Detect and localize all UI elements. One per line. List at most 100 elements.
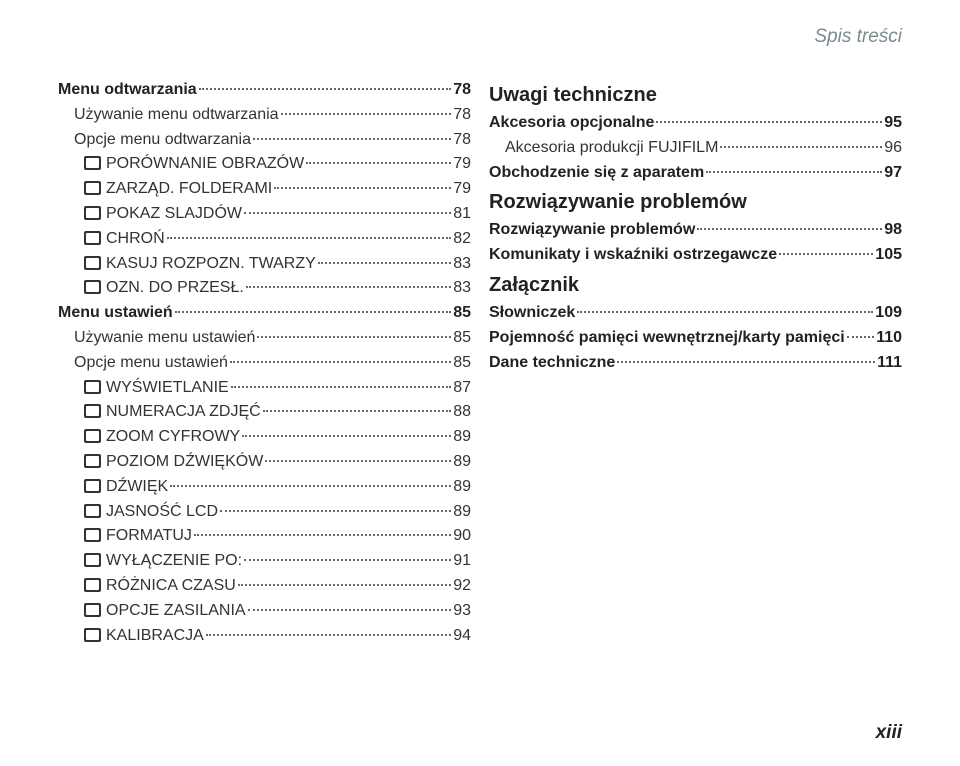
toc-entry-page: 79 [453, 152, 471, 177]
toc-entry: Obchodzenie się z aparatem 97 [489, 161, 902, 186]
toc-entry-page: 83 [453, 276, 471, 301]
toc-entry: Akcesoria opcjonalne95 [489, 111, 902, 136]
toc-entry-page: 78 [453, 103, 471, 128]
toc-entry: OPCJE ZASILANIA93 [58, 599, 471, 624]
toc-entry-page: 89 [453, 425, 471, 450]
toc-entry: Opcje menu odtwarzania 78 [58, 128, 471, 153]
toc-entry-page: 89 [453, 475, 471, 500]
menu-item-icon [84, 206, 101, 220]
toc-leader-dots [220, 510, 451, 512]
menu-item-icon [84, 528, 101, 542]
toc-entry: PORÓWNANIE OBRAZÓW 79 [58, 152, 471, 177]
toc-entry-label: RÓŻNICA CZASU [84, 574, 236, 599]
toc-leader-dots [281, 113, 452, 115]
toc-leader-dots [170, 485, 451, 487]
toc-entry-page: 90 [453, 524, 471, 549]
toc-column-left: Menu odtwarzania78Używanie menu odtwarza… [58, 78, 471, 648]
toc-entry-page: 105 [875, 243, 902, 268]
toc-leader-dots [244, 559, 451, 561]
toc-entry: ZARZĄD. FOLDERAMI79 [58, 177, 471, 202]
toc-entry: OZN. DO PRZESŁ. 83 [58, 276, 471, 301]
toc-entry-page: 89 [453, 500, 471, 525]
toc-entry-page: 81 [453, 202, 471, 227]
toc-entry-label: KASUJ ROZPOZN. TWARZY [84, 252, 316, 277]
toc-leader-dots [253, 138, 451, 140]
toc-entry-label: Menu odtwarzania [58, 78, 197, 103]
menu-item-icon [84, 380, 101, 394]
toc-entry-page: 87 [453, 376, 471, 401]
toc-leader-dots [246, 286, 451, 288]
menu-item-icon [84, 181, 101, 195]
toc-entry-label: Akcesoria opcjonalne [489, 111, 654, 136]
toc-entry: Opcje menu ustawień85 [58, 351, 471, 376]
toc-entry-label: Obchodzenie się z aparatem [489, 161, 704, 186]
toc-entry: FORMATUJ90 [58, 524, 471, 549]
toc-entry-page: 110 [876, 326, 902, 351]
toc-entry-page: 83 [453, 252, 471, 277]
toc-section-heading: Rozwiązywanie problemów [489, 187, 902, 218]
menu-item-icon [84, 553, 101, 567]
toc-entry-label: Komunikaty i wskaźniki ostrzegawcze [489, 243, 777, 268]
toc-entry-label: Używanie menu ustawień [74, 326, 255, 351]
toc-entry-page: 89 [453, 450, 471, 475]
toc-leader-dots [231, 386, 452, 388]
toc-entry: NUMERACJA ZDJĘĆ88 [58, 400, 471, 425]
toc-leader-dots [697, 228, 882, 230]
toc-entry: Menu odtwarzania78 [58, 78, 471, 103]
toc-entry-label: Używanie menu odtwarzania [74, 103, 279, 128]
toc-leader-dots [617, 361, 875, 363]
menu-item-icon [84, 256, 101, 270]
menu-item-icon [84, 479, 101, 493]
toc-leader-dots [257, 336, 451, 338]
toc-entry-label: OZN. DO PRZESŁ. [84, 276, 244, 301]
toc-entry-page: 85 [453, 301, 471, 326]
toc-entry-page: 82 [453, 227, 471, 252]
toc-leader-dots [194, 534, 451, 536]
toc-entry-page: 88 [453, 400, 471, 425]
toc-entry: Słowniczek109 [489, 301, 902, 326]
toc-leader-dots [577, 311, 873, 313]
toc-entry-page: 94 [453, 624, 471, 649]
toc-entry-label: ZARZĄD. FOLDERAMI [84, 177, 272, 202]
toc-entry: RÓŻNICA CZASU92 [58, 574, 471, 599]
menu-item-icon [84, 231, 101, 245]
toc-entry-label: CHROŃ [84, 227, 165, 252]
toc-entry: POKAZ SLAJDÓW 81 [58, 202, 471, 227]
toc-entry-label: POZIOM DŹWIĘKÓW [84, 450, 263, 475]
toc-leader-dots [720, 146, 882, 148]
toc-entry-page: 98 [884, 218, 902, 243]
menu-item-icon [84, 454, 101, 468]
toc-entry-label: Rozwiązywanie problemów [489, 218, 695, 243]
toc-leader-dots [274, 187, 451, 189]
toc-leader-dots [175, 311, 452, 313]
toc-entry: CHROŃ 82 [58, 227, 471, 252]
toc-columns: Menu odtwarzania78Używanie menu odtwarza… [58, 78, 902, 648]
toc-entry: Dane techniczne111 [489, 351, 902, 376]
toc-entry: DŹWIĘK89 [58, 475, 471, 500]
toc-leader-dots [244, 212, 451, 214]
toc-entry: KALIBRACJA 94 [58, 624, 471, 649]
toc-entry-label: PORÓWNANIE OBRAZÓW [84, 152, 304, 177]
menu-item-icon [84, 156, 101, 170]
toc-leader-dots [238, 584, 451, 586]
toc-entry-page: 78 [453, 128, 471, 153]
menu-item-icon [84, 280, 101, 294]
menu-item-icon [84, 603, 101, 617]
toc-leader-dots [265, 460, 451, 462]
toc-entry-page: 111 [877, 351, 902, 376]
toc-leader-dots [230, 361, 451, 363]
toc-leader-dots [318, 262, 451, 264]
toc-entry: POZIOM DŹWIĘKÓW 89 [58, 450, 471, 475]
toc-entry-label: POKAZ SLAJDÓW [84, 202, 242, 227]
toc-leader-dots [199, 88, 452, 90]
toc-entry-label: Opcje menu odtwarzania [74, 128, 251, 153]
toc-entry-label: KALIBRACJA [84, 624, 204, 649]
toc-entry-label: JASNOŚĆ LCD [84, 500, 218, 525]
toc-entry: WYŚWIETLANIE87 [58, 376, 471, 401]
toc-entry: ZOOM CYFROWY89 [58, 425, 471, 450]
toc-section-heading: Uwagi techniczne [489, 80, 902, 111]
toc-leader-dots [206, 634, 451, 636]
toc-entry: Menu ustawień85 [58, 301, 471, 326]
toc-entry-page: 97 [884, 161, 902, 186]
toc-entry: JASNOŚĆ LCD 89 [58, 500, 471, 525]
